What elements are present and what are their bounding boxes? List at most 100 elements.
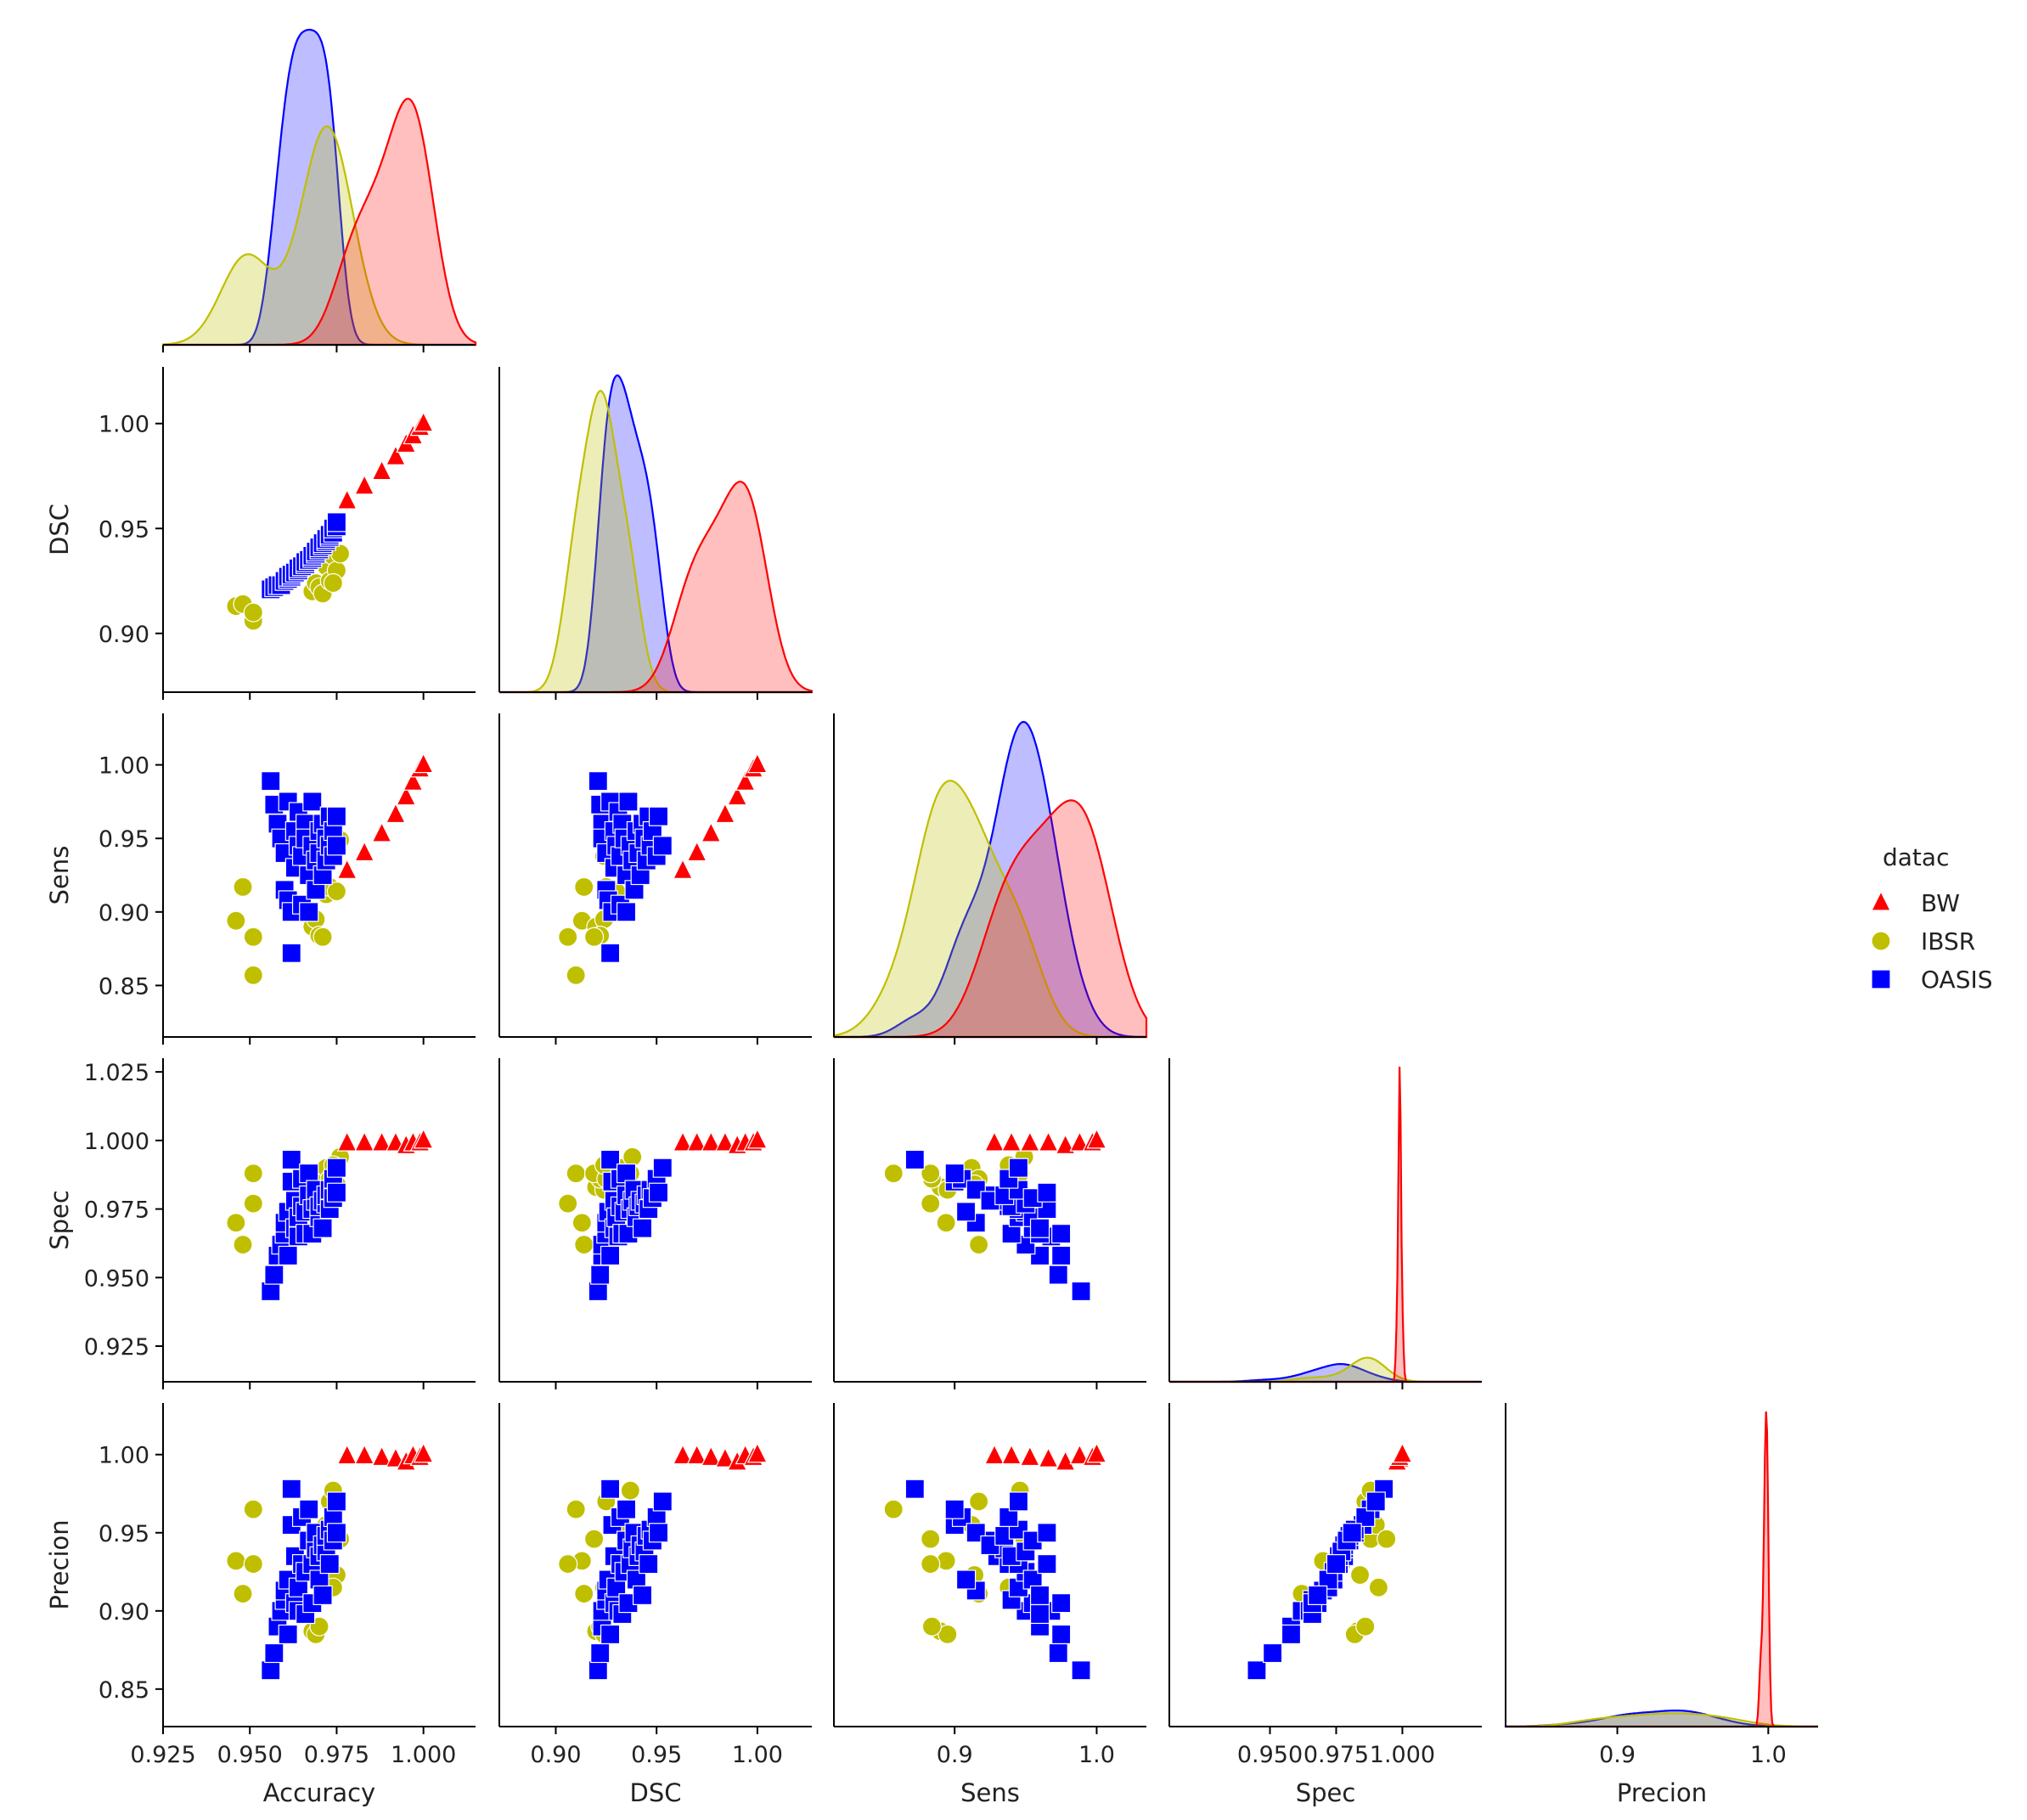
point-bw-7 bbox=[746, 752, 768, 774]
point-bw-2 bbox=[371, 459, 392, 481]
point-oasis-7 bbox=[600, 1624, 621, 1645]
point-oasis-34 bbox=[1037, 1523, 1057, 1543]
point-ibsr-3 bbox=[883, 1499, 904, 1519]
panel-sens-vs-dsc bbox=[498, 713, 812, 1045]
y-tick-label: 0.85 bbox=[99, 1677, 149, 1704]
point-bw-3 bbox=[1038, 1446, 1059, 1468]
point-oasis-35 bbox=[652, 836, 673, 856]
point-oasis-20 bbox=[1051, 1592, 1072, 1614]
panel-spec-vs-spec bbox=[1168, 1058, 1482, 1389]
x-tick-label: 0.9 bbox=[1599, 1742, 1636, 1768]
point-bw-4 bbox=[1055, 1450, 1076, 1471]
point-oasis-35 bbox=[652, 1491, 673, 1512]
legend-label-bw: BW bbox=[1921, 889, 1960, 917]
panel-precion-vs-precion: 0.9 1.0 Precion bbox=[1504, 1403, 1819, 1807]
point-ibsr-13 bbox=[1368, 1577, 1388, 1597]
point-oasis-27 bbox=[312, 1218, 333, 1238]
point-ibsr-7 bbox=[312, 927, 333, 947]
x-tick-label: 1.00 bbox=[732, 1742, 783, 1768]
point-ibsr-1 bbox=[233, 1583, 253, 1604]
point-oasis-8 bbox=[600, 943, 621, 963]
x-axis-label: Accuracy bbox=[263, 1778, 375, 1807]
point-oasis-6 bbox=[955, 1202, 977, 1222]
point-ibsr-3 bbox=[243, 602, 263, 623]
y-axis-label: Precion bbox=[45, 1519, 74, 1609]
y-tick-label: 0.975 bbox=[84, 1197, 149, 1224]
point-oasis-1 bbox=[264, 1643, 284, 1664]
point-bw-2 bbox=[371, 1445, 392, 1467]
panel-dsc-vs-accuracy: 0.90 0.95 1.00 DSC bbox=[45, 367, 476, 700]
point-oasis-19 bbox=[944, 1499, 965, 1519]
point-oasis-6 bbox=[955, 1569, 977, 1590]
point-oasis-16 bbox=[1029, 1603, 1050, 1625]
y-axis-label: Spec bbox=[45, 1190, 74, 1250]
point-oasis-35 bbox=[326, 1158, 347, 1178]
point-oasis-30 bbox=[639, 1553, 659, 1575]
point-ibsr-3 bbox=[566, 1164, 586, 1184]
legend-label-ibsr: IBSR bbox=[1921, 927, 1975, 955]
point-oasis-7 bbox=[278, 1245, 298, 1266]
panel-spec-vs-dsc bbox=[498, 1058, 812, 1389]
y-tick-label: 0.95 bbox=[99, 1521, 149, 1547]
point-oasis-27 bbox=[632, 1218, 653, 1238]
y-axis-label: Sens bbox=[45, 846, 74, 905]
point-oasis-0 bbox=[588, 771, 608, 792]
point-ibsr-7 bbox=[921, 1529, 941, 1549]
point-ibsr-7 bbox=[583, 927, 605, 947]
x-tick-label: 0.90 bbox=[530, 1742, 581, 1768]
point-oasis-0 bbox=[588, 1660, 608, 1681]
x-tick-label: 0.95 bbox=[631, 1742, 682, 1768]
point-bw-4 bbox=[727, 785, 748, 806]
point-bw-0 bbox=[673, 1130, 694, 1152]
point-bw-3 bbox=[714, 1446, 735, 1468]
panel-sens-vs-accuracy: 0.85 0.90 0.95 1.00 Sens bbox=[45, 713, 476, 1045]
point-oasis-20 bbox=[302, 792, 323, 812]
point-ibsr-10 bbox=[620, 1480, 640, 1501]
point-ibsr-2 bbox=[921, 1553, 941, 1575]
point-ibsr-3 bbox=[566, 1499, 586, 1519]
point-oasis-19 bbox=[616, 1164, 637, 1184]
panel-precion-vs-sens: 0.9 1.0 Sens bbox=[833, 1403, 1146, 1807]
point-ibsr-1 bbox=[233, 1234, 253, 1255]
point-bw-2 bbox=[371, 1130, 392, 1152]
x-tick-label: 0.975 bbox=[304, 1742, 369, 1768]
point-bw-2 bbox=[701, 1445, 722, 1467]
point-bw-1 bbox=[354, 1130, 375, 1152]
point-ibsr-3 bbox=[883, 1164, 904, 1184]
point-ibsr-1 bbox=[969, 1234, 989, 1255]
legend-marker-oasis bbox=[1871, 969, 1891, 989]
point-ibsr-2 bbox=[558, 927, 578, 947]
point-oasis-20 bbox=[618, 792, 639, 812]
panel-precion-vs-accuracy: 0.925 0.950 0.975 1.000 0.85 0.90 0.95 1.00 Prec… bbox=[45, 1403, 476, 1807]
point-bw-3 bbox=[385, 803, 406, 824]
point-oasis-27 bbox=[1029, 1585, 1050, 1605]
point-bw-1 bbox=[1001, 1444, 1022, 1465]
point-oasis-7 bbox=[278, 1624, 298, 1645]
point-bw-0 bbox=[984, 1444, 1005, 1465]
point-oasis-19 bbox=[299, 1164, 319, 1184]
x-axis-label: Spec bbox=[1296, 1778, 1356, 1807]
point-ibsr-0 bbox=[226, 1213, 246, 1233]
point-bw-2 bbox=[371, 821, 392, 842]
panel-dsc-vs-dsc bbox=[498, 367, 814, 700]
point-ibsr-2 bbox=[921, 1193, 941, 1214]
y-tick-label: 0.90 bbox=[99, 1599, 149, 1626]
point-oasis-19 bbox=[299, 902, 319, 922]
legend-marker-ibsr bbox=[1871, 931, 1891, 951]
point-oasis-7 bbox=[1281, 1624, 1302, 1645]
point-oasis-1 bbox=[264, 1265, 284, 1285]
point-ibsr-1 bbox=[233, 876, 253, 897]
point-oasis-19 bbox=[616, 902, 637, 922]
x-tick-label: 1.000 bbox=[1370, 1742, 1435, 1768]
y-tick-label: 0.85 bbox=[99, 973, 149, 1000]
point-oasis-8 bbox=[281, 943, 301, 963]
kde-oasis-sens bbox=[834, 720, 1146, 1039]
point-bw-1 bbox=[354, 841, 375, 862]
point-oasis-8 bbox=[904, 1479, 925, 1499]
point-ibsr-3 bbox=[243, 1164, 263, 1184]
point-bw-1 bbox=[354, 1444, 375, 1465]
point-bw-7 bbox=[413, 1442, 434, 1463]
x-tick-label: 0.975 bbox=[1303, 1742, 1369, 1768]
point-ibsr-1 bbox=[574, 876, 594, 897]
